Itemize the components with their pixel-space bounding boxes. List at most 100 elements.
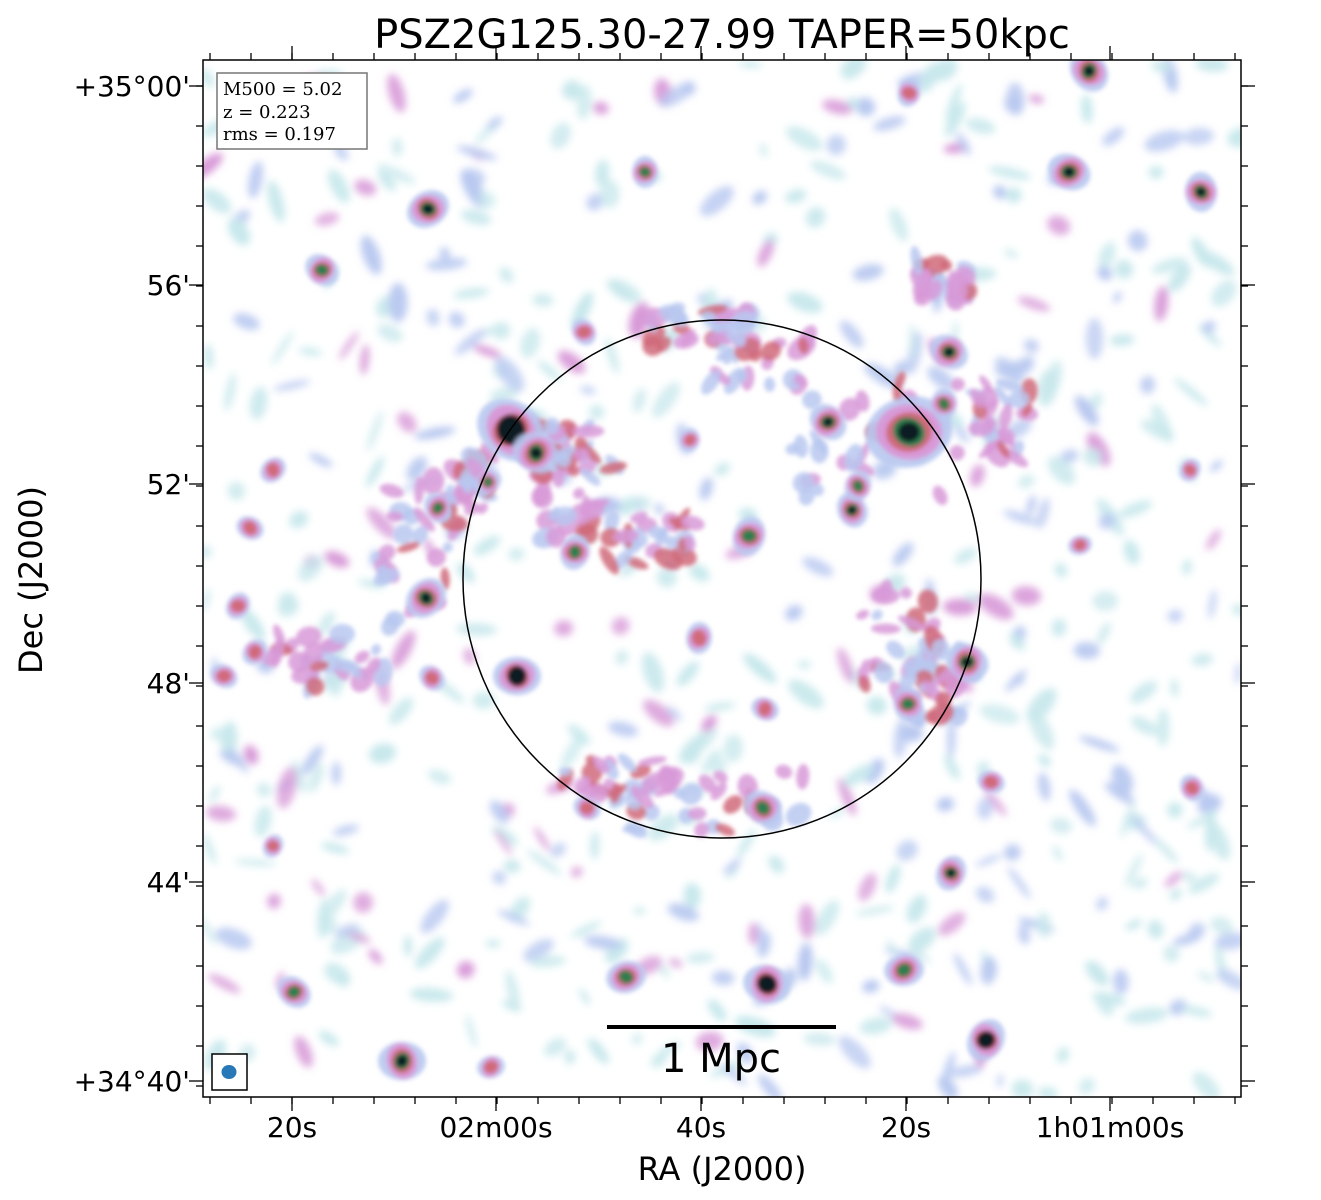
diffuse-emission-blob [288,651,310,673]
emission-blob [941,1051,956,1088]
diffuse-emission-blob [950,377,965,391]
emission-blob [454,328,487,355]
emission-blob [993,185,1007,200]
diffuse-emission-blob [871,609,883,621]
emission-blob [248,161,264,199]
emission-blob [1047,456,1076,485]
diffuse-emission-blob [588,783,609,803]
radio-source-icon [758,701,772,717]
emission-blob [1216,969,1241,990]
diffuse-emission-blob [658,304,688,326]
emission-blob [758,1074,783,1097]
emission-blob [805,206,826,228]
emission-blob [1017,474,1035,489]
emission-blob [595,159,610,187]
emission-blob [203,544,212,559]
emission-blob [810,160,846,180]
emission-blob [652,382,680,418]
diffuse-emission-blob [580,442,602,464]
emission-blob [899,724,923,742]
diffuse-emission-blob [671,545,697,566]
diffuse-emission-blob [680,329,696,348]
emission-blob [1182,871,1197,883]
diffuse-emission-blob [932,485,948,506]
emission-blob [368,743,396,764]
emission-blob [681,743,701,764]
radio-source-icon [1073,539,1087,551]
diffuse-emission-blob [413,507,435,532]
emission-blob [353,892,374,913]
emission-blob [1085,960,1109,986]
diffuse-emission-blob [927,280,943,300]
diffuse-emission-blob [1021,403,1033,417]
diffuse-emission-blob [630,511,648,523]
radio-source-icon [579,801,595,815]
emission-blob [271,330,294,366]
emission-blob [1083,447,1103,467]
emission-blob [550,122,571,150]
diffuse-emission-blob [811,483,824,497]
emission-blob [891,1013,923,1030]
emission-blob [294,1035,313,1068]
emission-blob [453,287,490,299]
emission-blob [906,894,928,924]
emission-blob [495,829,513,856]
emission-blob [942,598,977,616]
emission-blob [206,805,236,822]
emission-blob [1164,871,1183,888]
y-axis-label: Dec (J2000) [12,486,50,674]
emission-blob [1111,764,1134,795]
emission-blob [1037,772,1051,802]
emission-blob [461,209,492,225]
emission-blob [1204,808,1217,852]
emission-blob [482,325,499,337]
emission-blob [308,452,333,468]
emission-blob [409,987,454,1003]
emission-blob [768,855,785,874]
emission-blob [1004,94,1022,114]
diffuse-emission-blob [724,321,746,347]
radio-source-icon [1063,166,1075,178]
emission-blob [1154,285,1169,322]
emission-blob [797,942,813,981]
emission-blob [560,733,584,770]
plot-frame [202,59,1242,1098]
emission-blob [376,164,416,184]
emission-blob [1085,317,1104,360]
emission-blob [377,170,396,192]
emission-blob [700,186,734,217]
diffuse-emission-blob [309,660,329,672]
emission-blob [984,789,1007,817]
emission-blob [397,411,417,433]
emission-blob [331,761,342,786]
diffuse-emission-blob [580,468,601,486]
radio-source-icon [1185,781,1199,795]
info-rms: rms = 0.197 [223,124,336,145]
emission-blob [489,800,509,824]
emission-blob [1173,933,1201,946]
diffuse-emission-blob [858,675,871,693]
emission-blob [711,970,735,986]
radio-source-icon [424,671,440,685]
emission-blob [219,750,244,767]
emission-blob [571,921,602,938]
emission-blob [1102,127,1125,146]
emission-blob [360,344,370,375]
emission-blob [278,591,296,608]
emission-blob [570,291,594,330]
emission-blob [714,462,731,476]
diffuse-emission-blob [476,502,488,515]
emission-blob [1003,510,1039,526]
emission-blob [249,386,268,420]
diffuse-emission-blob [442,542,453,553]
info-mass: M500 = 5.02 [223,79,342,100]
emission-blob [523,938,554,962]
emission-blob [1017,296,1051,312]
emission-blob [1125,919,1143,931]
radio-source-icon [315,264,329,276]
emission-blob [465,1014,477,1048]
emission-blob [348,932,371,944]
emission-blob [862,979,880,993]
emission-blob [977,797,994,820]
emission-blob [608,280,633,302]
